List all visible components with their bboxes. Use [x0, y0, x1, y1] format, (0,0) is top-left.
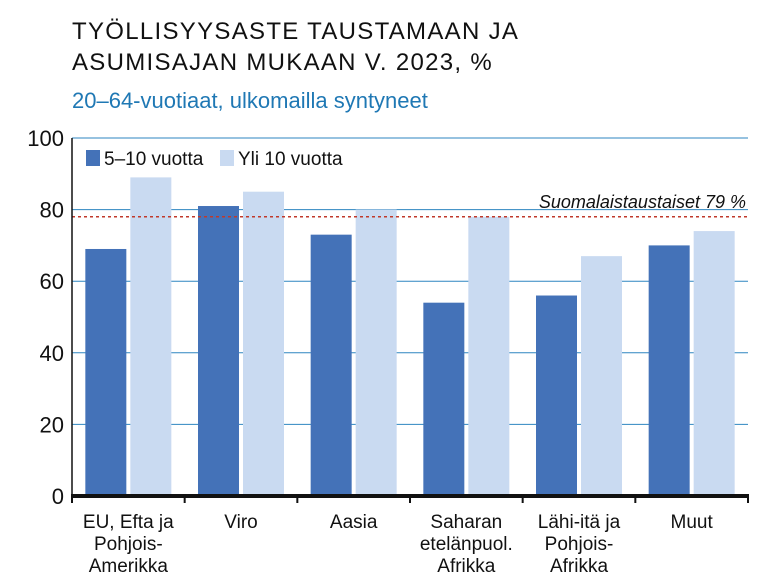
x-tick-label-line: Muut — [671, 512, 714, 533]
reference-line-label: Suomalaistaustaiset 79 % — [539, 192, 746, 212]
x-tick-label: EU, Efta ja Pohjois-Amerikka — [83, 512, 174, 577]
chart-title-line-2: ASUMISAJAN MUKAAN V. 2023, % — [72, 49, 493, 76]
bar — [355, 209, 397, 496]
x-tick-label: Saharan etelänpuol. Afrikka — [420, 512, 513, 577]
x-tick-label: Muut — [671, 512, 714, 533]
y-tick-label: 80 — [40, 198, 64, 223]
x-tick-label-line: Saharan — [430, 512, 502, 533]
x-tick-label-line: etelänpuol. — [420, 534, 513, 555]
reference-line: Suomalaistaustaiset 79 % — [72, 192, 748, 218]
bar — [581, 256, 622, 496]
bar — [693, 231, 735, 496]
x-tick-label-line: Aasia — [330, 512, 378, 533]
legend-label: Yli 10 vuotta — [238, 149, 343, 170]
bar — [85, 248, 127, 496]
x-tick-label-line: Afrikka — [550, 556, 609, 577]
x-tick-label: Aasia — [330, 512, 378, 533]
legend-swatch — [220, 150, 234, 166]
x-tick-label-line: Lähi-itä ja — [538, 512, 621, 533]
y-tick-label: 0 — [52, 484, 64, 509]
bar — [468, 216, 510, 496]
x-tick-label: Viro — [224, 512, 257, 533]
gridlines — [72, 137, 748, 425]
x-tick-label-line: Pohjois- — [94, 534, 163, 555]
x-tick-label-line: Pohjois- — [545, 534, 614, 555]
x-tick-label-line: EU, Efta ja — [83, 512, 174, 533]
bar — [243, 191, 284, 496]
bar — [310, 234, 352, 496]
chart-title: TYÖLLISYYSASTE TAUSTAMAAN JA ASUMISAJAN … — [72, 16, 519, 78]
x-tick-label: Lähi-itä ja Pohjois-Afrikka — [538, 512, 621, 577]
chart-title-line-1: TYÖLLISYYSASTE TAUSTAMAAN JA — [72, 18, 520, 45]
y-tick-label: 100 — [27, 126, 64, 151]
bars — [85, 177, 735, 496]
bar — [648, 245, 690, 496]
bar — [198, 206, 239, 496]
y-tick-label: 60 — [40, 269, 64, 294]
bar — [536, 295, 577, 496]
legend: 5–10 vuotta Yli 10 vuotta — [86, 149, 343, 170]
y-tick-label: 40 — [40, 341, 64, 366]
x-tick-label-line: Afrikka — [437, 556, 496, 577]
y-tick-label: 20 — [40, 412, 64, 437]
bar — [423, 302, 465, 496]
legend-label: 5–10 vuotta — [104, 149, 204, 170]
x-tick-label-line: Amerikka — [89, 556, 169, 577]
x-tick-label-line: Viro — [224, 512, 257, 533]
chart-subtitle: 20–64-vuotiaat, ulkomailla syntyneet — [72, 88, 428, 113]
legend-swatch — [86, 150, 100, 166]
bar — [130, 177, 172, 496]
